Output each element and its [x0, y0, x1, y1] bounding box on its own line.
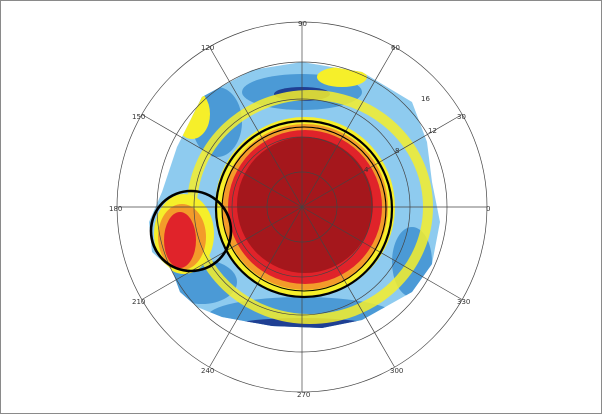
yellow-patch-upper-left	[174, 89, 210, 139]
radial-label-4: 4	[364, 166, 369, 174]
radial-labels: 4 8 12 16	[364, 95, 437, 174]
spoke-120	[209, 46, 303, 208]
radial-label-8: 8	[395, 147, 399, 155]
yellow-patch-top	[317, 67, 367, 87]
angle-label-30: 30	[457, 113, 466, 121]
angle-label-0: 0	[486, 205, 490, 213]
spoke-60	[301, 46, 395, 208]
angle-label-330: 330	[457, 298, 470, 306]
spoke-30	[301, 114, 463, 208]
angle-label-90: 90	[298, 20, 307, 28]
main-inner-outline	[221, 126, 387, 292]
angle-label-60: 60	[391, 44, 400, 52]
angle-label-210: 210	[132, 298, 145, 306]
radial-label-16: 16	[421, 95, 430, 103]
spoke-210	[141, 206, 303, 300]
angle-label-150: 150	[132, 113, 145, 121]
polar-grid	[116, 21, 488, 393]
angle-label-300: 300	[390, 367, 403, 375]
spoke-240	[209, 206, 303, 368]
left-red	[164, 212, 196, 268]
highlight-circle	[149, 189, 233, 273]
radial-label-12: 12	[428, 127, 437, 135]
angle-label-270: 270	[297, 391, 310, 399]
spoke-330	[301, 206, 463, 300]
spoke-300	[301, 206, 395, 368]
outline-circles	[149, 119, 394, 299]
angle-label-240: 240	[201, 367, 214, 375]
spoke-150	[141, 114, 303, 208]
angle-label-120: 120	[201, 44, 214, 52]
angle-label-180: 180	[109, 205, 122, 213]
main-outline-circle	[214, 119, 394, 299]
angle-labels: 0 30 60 90 120 150 180 210 240 270 300 3…	[109, 20, 490, 399]
